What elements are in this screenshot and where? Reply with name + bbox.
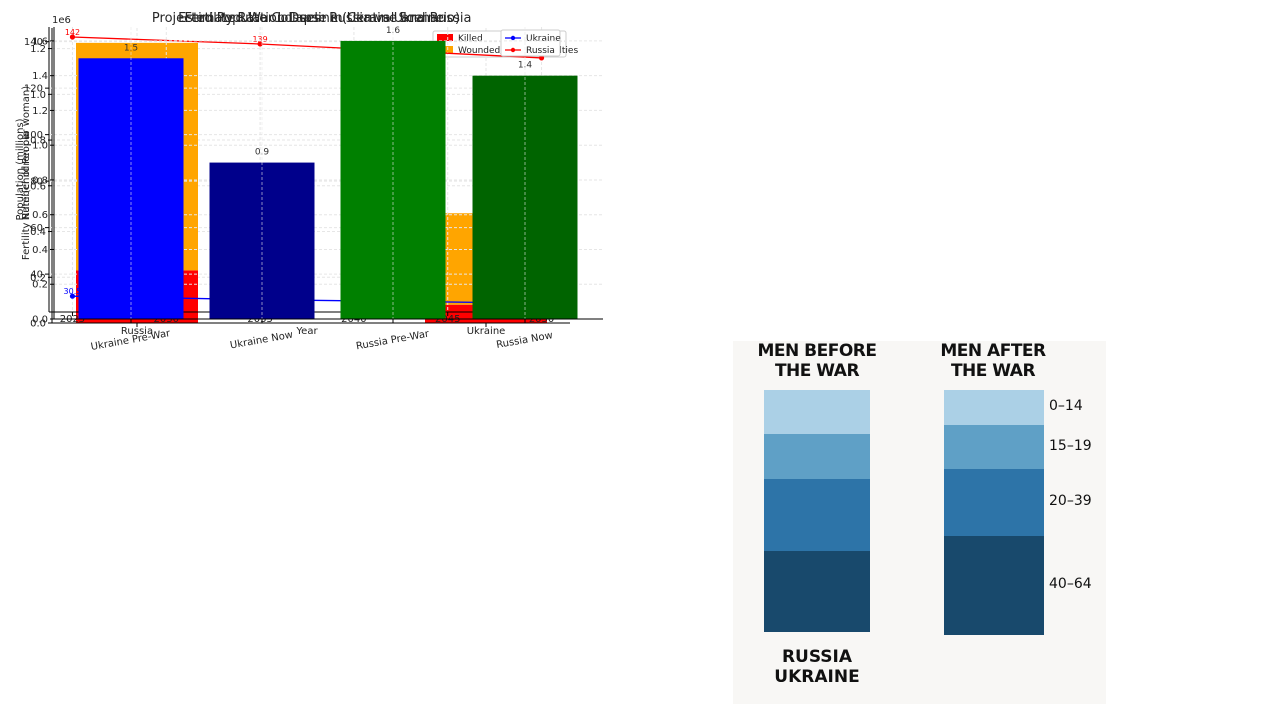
- segment-before-age-2: [764, 478, 870, 551]
- footer-ukraine: UKRAINE: [774, 667, 860, 687]
- x-tick-label: Russia Now: [495, 330, 553, 351]
- y-tick-label: 0.8: [30, 136, 46, 147]
- y-axis-label: Population (millions): [15, 118, 26, 220]
- bar-value-label: 1.6: [386, 26, 401, 36]
- x-axis-label: Year: [295, 326, 318, 337]
- y-tick-label: 1.2: [32, 106, 48, 117]
- y-tick-label: 40: [30, 270, 43, 281]
- age-group-label: 15–19: [1049, 437, 1092, 454]
- y-tick-label: 120: [24, 84, 43, 95]
- y-tick-label: 0.0: [30, 319, 46, 330]
- y-tick-label: 1.0: [30, 90, 46, 101]
- y-tick-label: 0.4: [32, 245, 48, 256]
- segment-before-age-3: [764, 550, 870, 633]
- y-tick-label: 0.4: [30, 227, 46, 238]
- y-tick-label: 1.2: [30, 44, 46, 55]
- chart-title: Estimated War Losses: Russia vs Ukraine: [178, 11, 444, 26]
- legend-marker: [510, 47, 516, 53]
- y-tick-label: 0.2: [30, 273, 46, 284]
- age-group-label: 20–39: [1049, 493, 1092, 510]
- data-label-russia: 139: [252, 35, 267, 44]
- x-tick-label: Russia Pre-War: [355, 329, 431, 353]
- y-tick-label: 1.4: [32, 71, 48, 82]
- age-group-label: 0–14: [1049, 398, 1083, 415]
- point-russia-2025: [69, 34, 76, 40]
- legend-label: Ukraine: [526, 34, 561, 44]
- fertility-rate-chart: 1.50.91.61.40.00.20.40.60.81.01.21.41.6U…: [21, 11, 603, 353]
- segment-after-age-3: [944, 535, 1044, 635]
- men-after-bar: [944, 390, 1044, 637]
- y-tick-label: 0.8: [32, 175, 48, 186]
- x-tick-label: Ukraine Pre-War: [90, 328, 172, 353]
- header-after-war: MEN AFTER THE WAR: [940, 341, 1046, 381]
- chart-title: Projected Population Decline (Central Sc…: [152, 11, 460, 26]
- y-tick-label: 0.6: [30, 181, 46, 192]
- y-tick-label: 0.2: [32, 280, 48, 291]
- bar-ukraine-now: [209, 162, 315, 319]
- legend-label: Russia: [526, 46, 555, 56]
- data-label-russia: 142: [65, 28, 80, 37]
- segment-after-age-2: [944, 469, 1044, 536]
- y-tick-label: 140: [24, 37, 43, 48]
- y-tick-label: 0.0: [32, 315, 48, 326]
- header-before-war: MEN BEFORE THE WAR: [757, 341, 877, 381]
- segment-after-age-1: [944, 424, 1044, 470]
- y-tick-label: 100: [24, 130, 43, 141]
- y-tick-label: 1.6: [32, 36, 48, 47]
- men-age-infographic: MEN BEFORE THE WAR MEN AFTER THE WAR 0–1…: [733, 341, 1106, 704]
- bar-value-label: 1.4: [518, 61, 533, 71]
- y-tick-label: 1.0: [32, 141, 48, 152]
- segment-before-age-0: [764, 390, 870, 435]
- segment-before-age-1: [764, 434, 870, 479]
- men-before-bar: [764, 390, 870, 637]
- legend-marker: [510, 35, 516, 41]
- footer-russia: RUSSIA: [781, 647, 853, 667]
- point-russia-2035: [257, 41, 263, 47]
- x-tick-label: Ukraine: [467, 326, 506, 337]
- y-axis-label: Fertility Rate (children per woman): [21, 86, 32, 260]
- legend-swatch: [437, 34, 453, 41]
- x-tick-label: Ukraine Now: [229, 330, 294, 352]
- y-tick-label: 60: [30, 223, 43, 234]
- y-axis-label: Number of People: [21, 131, 32, 220]
- chart-title: Fertility Rate Collapse in Ukraine and R…: [184, 11, 471, 26]
- age-group-label: 40–64: [1049, 576, 1092, 593]
- axis-offset-label: 1e6: [52, 15, 71, 26]
- x-tick-label: Russia: [121, 326, 153, 337]
- legend-label: Killed: [458, 34, 483, 44]
- segment-after-age-0: [944, 390, 1044, 425]
- y-tick-label: 80: [30, 177, 43, 188]
- point-ukraine-2025: [69, 293, 76, 299]
- data-label-ukraine: 30.5: [64, 287, 82, 296]
- point-russia-2050: [538, 55, 545, 61]
- y-tick-label: 0.6: [32, 210, 48, 221]
